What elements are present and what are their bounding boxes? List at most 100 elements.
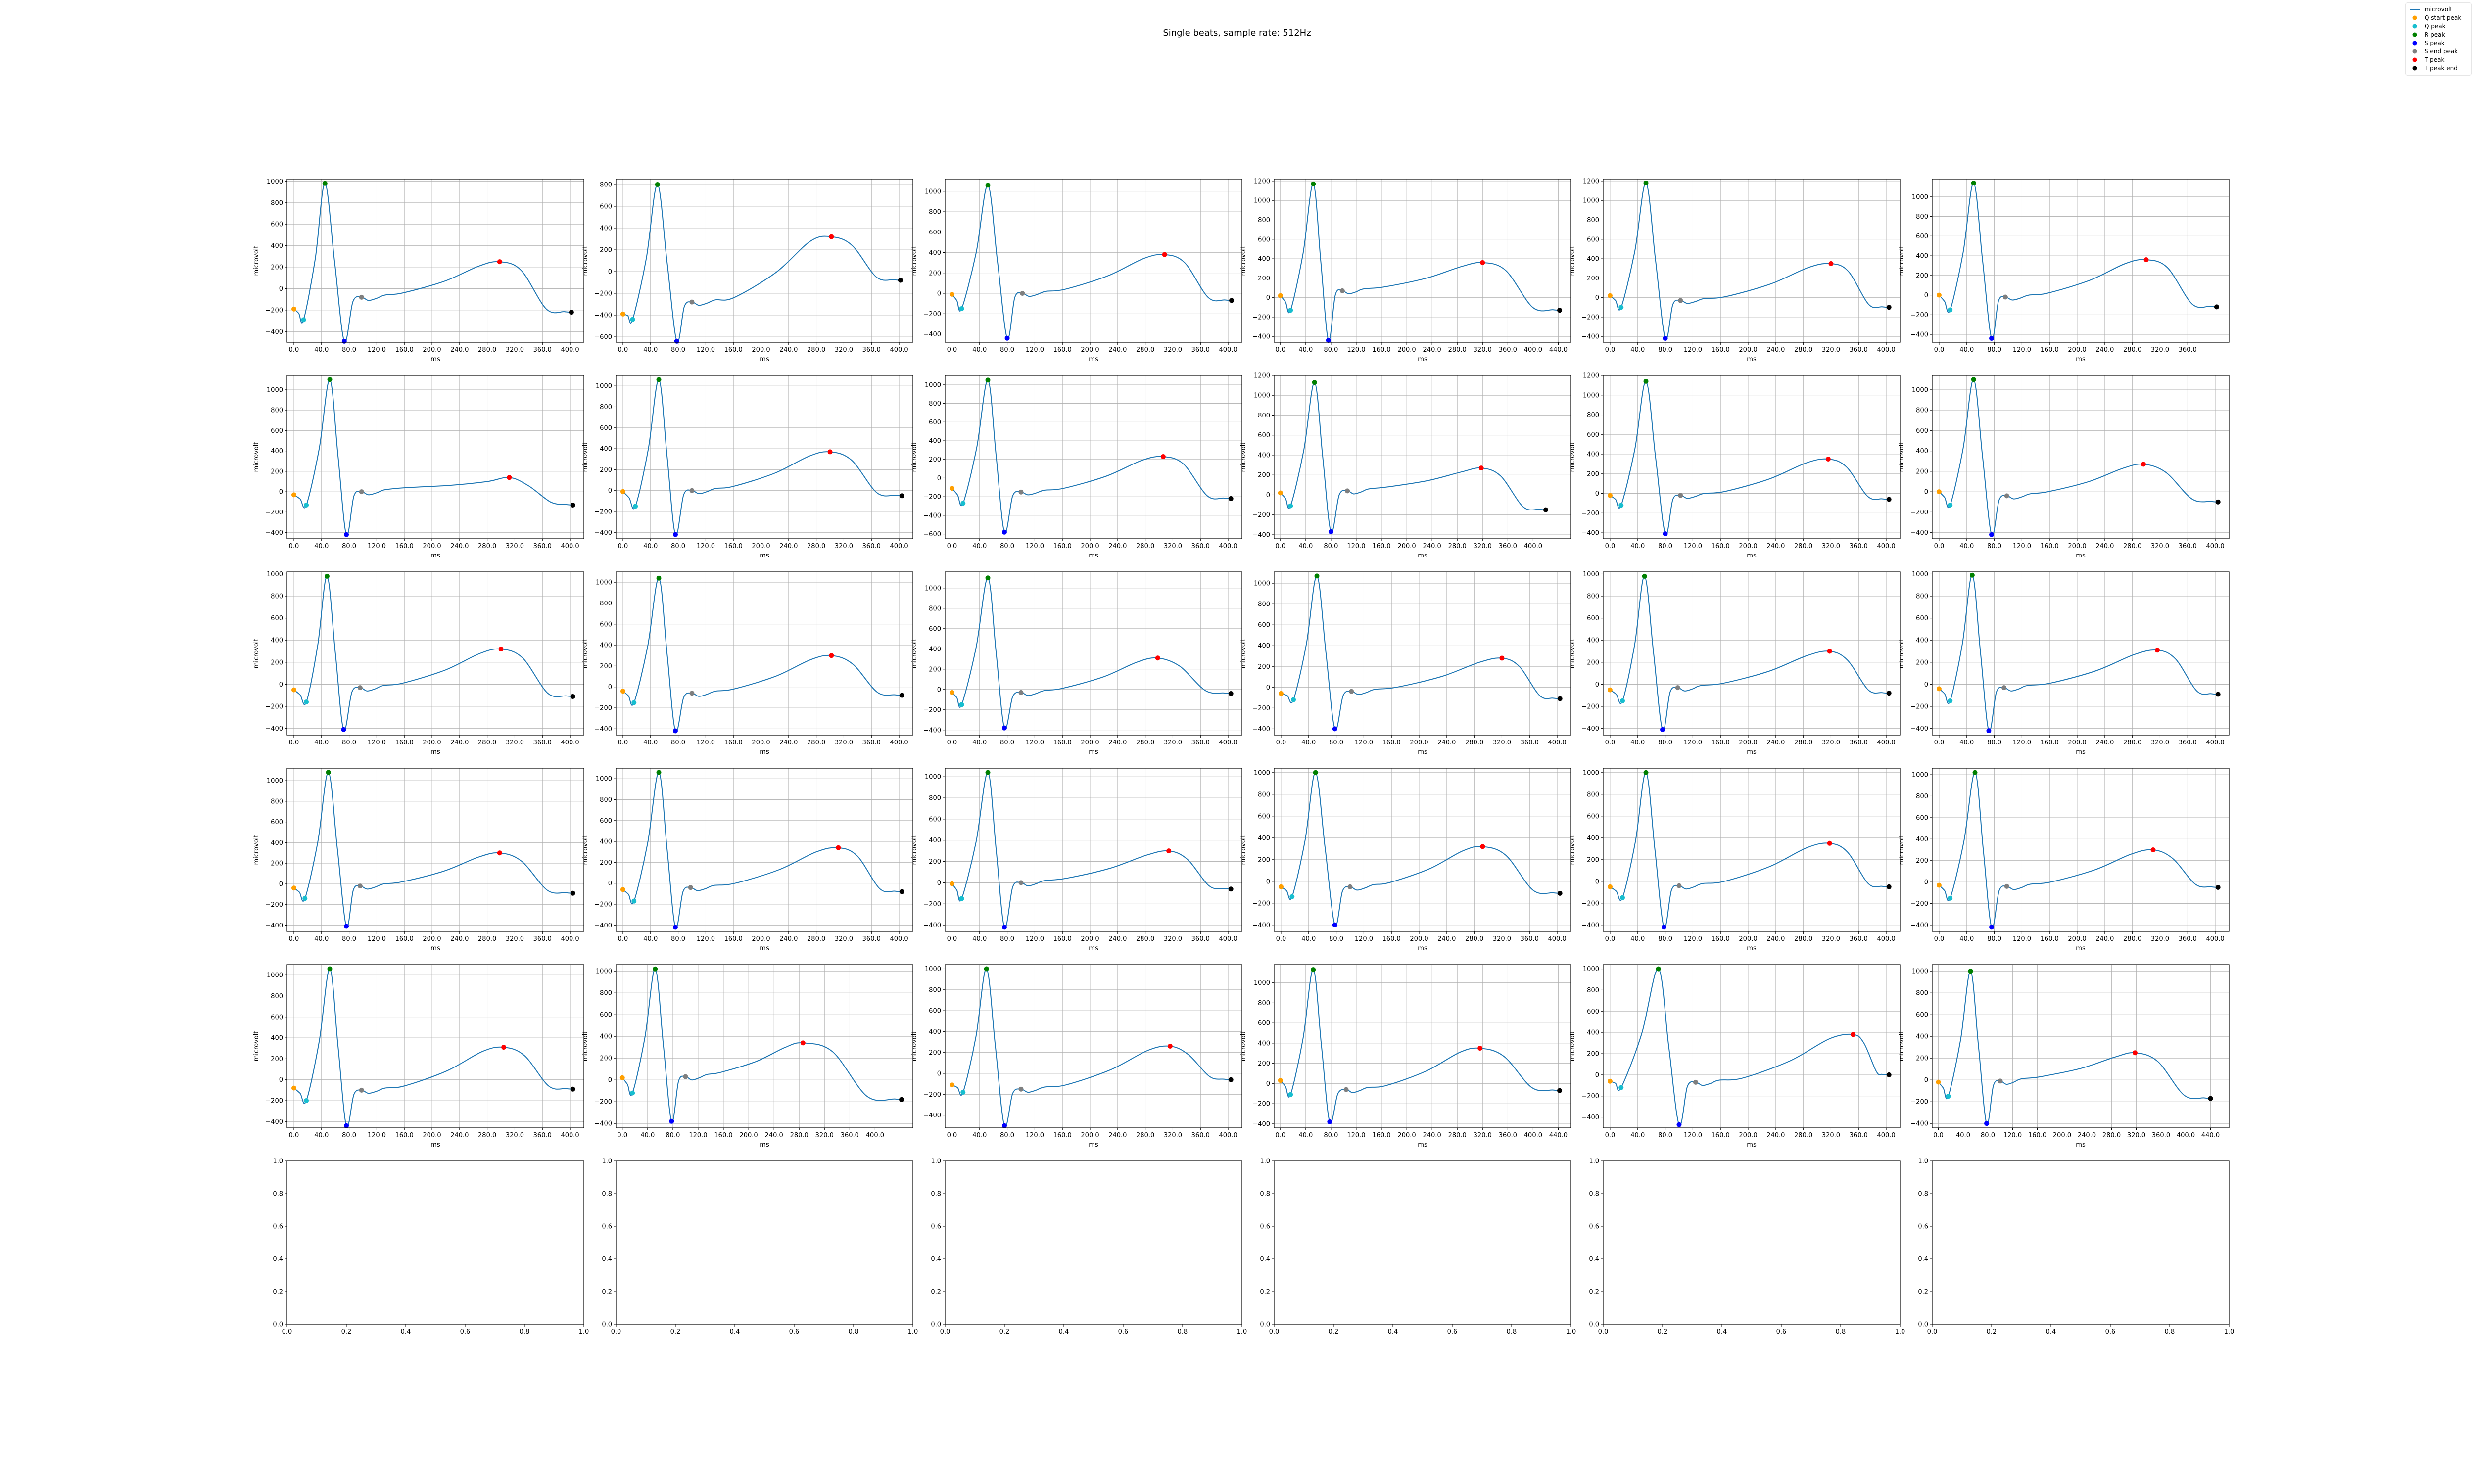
x-tick-label: 0.0 (1275, 543, 1285, 550)
x-tick-label: 320.0 (1164, 346, 1182, 354)
y-tick-label: 200 (271, 264, 283, 272)
x-tick-label: 160.0 (724, 346, 743, 354)
s-peak-marker (1327, 1119, 1332, 1124)
q-start-peak-marker (1278, 884, 1284, 889)
x-tick-label: 160.0 (395, 1132, 414, 1139)
x-tick-label: 120.0 (1684, 935, 1702, 943)
y-tick-label: 800 (1587, 791, 1599, 798)
s-end-peak-marker (1018, 880, 1024, 885)
y-tick-label: 1000 (1912, 386, 1928, 394)
x-tick-label: 200.0 (1397, 346, 1416, 354)
x-tick-label: 360.0 (2179, 346, 2197, 354)
y-tick-label: 0.6 (1589, 1223, 1599, 1231)
signal-line (952, 185, 1232, 339)
t-peak-end-marker (1886, 305, 1892, 310)
axes-frame (286, 768, 584, 932)
y-tick-label: 200 (600, 663, 612, 670)
y-tick-label: 0 (279, 285, 283, 293)
x-axis-label: ms (430, 356, 440, 363)
x-tick-label: 80.0 (342, 739, 356, 746)
axes-frame (1274, 964, 1571, 1128)
y-tick-label: 1000 (925, 774, 941, 781)
x-tick-label: 240.0 (1423, 1132, 1441, 1139)
y-tick-label: −400 (265, 328, 283, 336)
q-start-peak-marker (1278, 490, 1283, 496)
t-peak-marker (2133, 1050, 2138, 1056)
y-tick-label: 600 (600, 817, 612, 825)
legend-entry-label: S end peak (2425, 48, 2458, 55)
x-tick-label: 280.0 (478, 739, 496, 746)
s-peak-marker (1661, 925, 1666, 930)
r-peak-marker (1643, 180, 1649, 186)
q-start-peak-marker (620, 489, 625, 494)
y-tick-label: −200 (1581, 703, 1599, 711)
s-peak-marker (344, 924, 349, 929)
y-tick-label: 400 (271, 839, 283, 847)
s-peak-marker (674, 338, 679, 344)
axes-frame (1603, 964, 1901, 1128)
x-tick-label: 120.0 (697, 739, 715, 746)
y-axis-label: microvolt (911, 835, 918, 865)
x-tick-label: 280.0 (2123, 346, 2141, 354)
x-tick-label: 360.0 (862, 346, 881, 354)
y-tick-label: 1000 (1254, 197, 1270, 205)
axes-frame (1603, 179, 1901, 343)
y-tick-label: 1000 (1912, 968, 1928, 975)
t-peak-end-marker (1228, 691, 1234, 696)
x-tick-label: 80.0 (1658, 346, 1672, 354)
x-tick-label: 200.0 (752, 346, 770, 354)
q-peak-marker (1291, 697, 1296, 702)
signal-line (1610, 575, 1889, 731)
q-peak-marker (960, 1090, 966, 1095)
s-peak-marker (1989, 532, 1994, 537)
subplot: 0.0 40.0 80.0 120.0 160.0 200.0 240.0 280.0 320.… (253, 964, 584, 1149)
y-tick-label: −400 (265, 1118, 283, 1126)
t-peak-end-marker (1886, 497, 1892, 502)
y-tick-label: 800 (1258, 1000, 1270, 1007)
s-peak-marker (673, 925, 678, 930)
s-peak-marker (1002, 1123, 1007, 1128)
signal-line (1281, 575, 1560, 731)
y-tick-label: −200 (923, 494, 941, 501)
x-tick-label: 200.0 (752, 543, 770, 550)
x-tick-label: 280.0 (1136, 346, 1154, 354)
y-tick-label: 0.2 (1260, 1289, 1270, 1296)
x-tick-label: 120.0 (1684, 346, 1702, 354)
r-peak-marker (1311, 181, 1316, 186)
t-peak-marker (800, 1040, 806, 1046)
y-tick-label: 0.6 (273, 1223, 283, 1231)
t-peak-marker (1851, 1032, 1856, 1037)
y-tick-label: −200 (594, 509, 612, 516)
x-tick-label: 80.0 (1000, 739, 1014, 746)
x-tick-label: 360.0 (533, 543, 552, 550)
y-tick-label: −200 (1581, 1093, 1599, 1100)
subplot: 0.0 40.0 80.0 120.0 160.0 200.0 240.0 280.0 320.… (1898, 964, 2230, 1149)
signal-line (1938, 971, 2211, 1125)
y-tick-label: 600 (929, 229, 941, 236)
y-tick-label: 1000 (596, 776, 612, 783)
subplot: 0.0 0.2 0.4 0.6 0.8 1.0 0.0 0.2 0.4 0.6 0.8 1.0 (273, 1158, 589, 1336)
t-peak-end-marker (2215, 884, 2221, 890)
s-end-peak-marker (1343, 1087, 1349, 1092)
x-tick-label: 200.0 (1397, 1132, 1416, 1139)
y-tick-label: 0.8 (1260, 1191, 1270, 1198)
q-peak-marker (1948, 502, 1953, 508)
t-peak-end-marker (898, 278, 903, 283)
x-tick-label: 0.0 (1275, 346, 1285, 354)
y-tick-label: 400 (1587, 451, 1599, 459)
y-tick-label: 0 (1924, 879, 1928, 886)
q-start-peak-marker (949, 881, 954, 886)
x-tick-label: 400.0 (2206, 935, 2224, 943)
x-tick-label: 160.0 (395, 543, 414, 550)
y-tick-label: 600 (1258, 1020, 1270, 1027)
t-peak-end-marker (1228, 886, 1234, 892)
y-tick-label: 200 (1916, 857, 1928, 865)
x-tick-label: 80.0 (1987, 739, 2001, 746)
y-axis-label: microvolt (911, 246, 918, 276)
y-tick-label: 0 (937, 880, 941, 887)
subplots-grid: 0.0 40.0 80.0 120.0 160.0 200.0 240.0 280.0 320.… (253, 178, 2234, 1336)
signal-line (293, 183, 571, 343)
s-end-peak-marker (689, 691, 695, 696)
y-tick-label: 0 (608, 684, 612, 691)
